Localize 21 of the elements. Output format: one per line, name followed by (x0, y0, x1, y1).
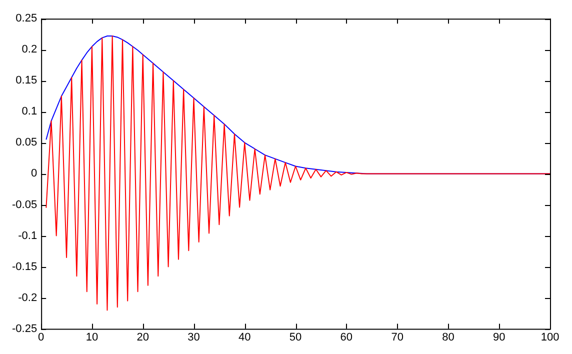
y-tick-label: 0.05 (16, 136, 38, 149)
x-tick-label: 20 (136, 331, 149, 344)
x-tick-label: 30 (188, 331, 200, 344)
x-tick-label: 60 (340, 331, 353, 344)
y-tick-label: 0.15 (16, 74, 38, 87)
x-tick-label: 90 (492, 331, 506, 344)
x-tick-label: 70 (391, 331, 404, 344)
x-tick-label: 100 (540, 331, 560, 344)
y-tick-label: -0.2 (18, 292, 38, 304)
x-tick-label: 10 (86, 331, 98, 344)
y-tick-label: 0 (30, 168, 38, 180)
x-tick-label: 80 (442, 331, 454, 344)
y-tick-label: 0.25 (16, 12, 38, 25)
y-tick-label: -0.05 (12, 198, 38, 211)
y-tick-label: -0.1 (18, 230, 38, 242)
y-tick-label: -0.15 (12, 260, 38, 273)
y-tick-label: -0.25 (12, 322, 38, 335)
x-tick-label: 40 (238, 331, 251, 344)
x-tick-label: 50 (289, 331, 302, 344)
y-tick-label: 0.2 (22, 44, 38, 56)
y-tick-label: 0.1 (22, 106, 38, 118)
